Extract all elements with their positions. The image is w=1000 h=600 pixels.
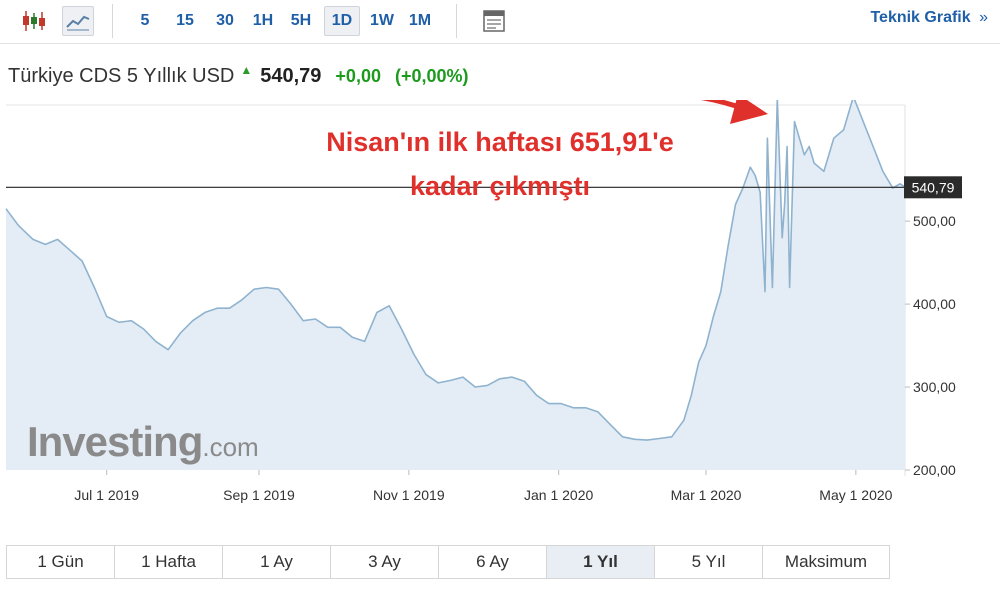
line-chart-icon[interactable]	[62, 6, 94, 36]
toolbar-divider	[112, 4, 113, 38]
range-tab-1-gun[interactable]: 1 Gün	[7, 546, 115, 578]
logo-main: Investing	[27, 418, 203, 465]
x-tick-label: Jan 1 2020	[524, 487, 593, 503]
x-tick-label: Jul 1 2019	[74, 487, 139, 503]
investing-logo: Investing.com	[27, 418, 259, 466]
range-tab-1-yil[interactable]: 1 Yıl	[547, 546, 655, 578]
annotation-line-2: kadar çıkmıştı	[409, 171, 591, 201]
candlestick-icon[interactable]	[18, 6, 50, 36]
range-selector: 1 Gün 1 Hafta 1 Ay 3 Ay 6 Ay 1 Yıl 5 Yıl…	[6, 545, 890, 579]
chart-annotation: Nisan'ın ilk haftası 651,91'e kadar çıkm…	[260, 120, 740, 208]
interval-1d-button[interactable]: 1D	[324, 6, 360, 36]
instrument-header: Türkiye CDS 5 Yıllık USD ▲ 540,79 +0,00 …	[8, 62, 469, 90]
range-tab-5-yil[interactable]: 5 Yıl	[655, 546, 763, 578]
annotation-arrow-icon	[700, 100, 768, 124]
current-value-box	[904, 176, 962, 199]
last-price: 540,79	[260, 64, 322, 87]
y-tick-label: 400,00	[913, 296, 956, 312]
teknik-grafik-label[interactable]: Teknik Grafik	[870, 9, 971, 26]
range-tab-6-ay[interactable]: 6 Ay	[439, 546, 547, 578]
range-tab-3-ay[interactable]: 3 Ay	[331, 546, 439, 578]
chart-toolbar: 5 15 30 1H 5H 1D 1W 1M Teknik Grafik »	[0, 0, 1000, 44]
chevron-right-icon: »	[979, 9, 988, 26]
interval-30-button[interactable]: 30	[216, 12, 234, 29]
logo-suffix: .com	[202, 432, 259, 462]
range-tab-1-hafta[interactable]: 1 Hafta	[115, 546, 223, 578]
x-tick-label: Nov 1 2019	[373, 487, 445, 503]
x-tick-label: May 1 2020	[819, 487, 892, 503]
range-tab-1-ay[interactable]: 1 Ay	[223, 546, 331, 578]
series-area	[6, 100, 905, 470]
y-tick-label: 200,00	[913, 462, 956, 478]
interval-15-button[interactable]: 15	[176, 12, 194, 29]
current-value-label: 540,79	[912, 179, 955, 195]
price-chart[interactable]: 540,79 200,00 300,00 400,00 500,00 Jul 1 2019…	[0, 100, 1000, 520]
x-tick-label: Mar 1 2020	[671, 487, 742, 503]
y-tick-label: 500,00	[913, 213, 956, 229]
arrow-head	[730, 100, 768, 124]
toolbar-divider	[456, 4, 457, 38]
instrument-title: Türkiye CDS 5 Yıllık USD	[8, 64, 235, 87]
interval-1w-button[interactable]: 1W	[370, 12, 394, 29]
up-arrow-icon: ▲	[240, 63, 253, 77]
table-icon[interactable]	[478, 6, 510, 36]
price-change-percent: (+0,00%)	[394, 65, 469, 86]
annotation-line-1: Nisan'ın ilk haftası 651,91'e	[326, 127, 674, 157]
price-change: +0,00	[335, 65, 381, 86]
y-tick-label: 300,00	[913, 379, 956, 395]
range-tab-maksimum[interactable]: Maksimum	[763, 546, 889, 578]
interval-5h-button[interactable]: 5H	[290, 12, 312, 29]
interval-1h-button[interactable]: 1H	[252, 12, 274, 29]
interval-5-button[interactable]: 5	[140, 12, 150, 29]
series-line	[5, 100, 906, 441]
teknik-grafik-link[interactable]: Teknik Grafik »	[870, 9, 988, 27]
interval-1m-button[interactable]: 1M	[408, 12, 432, 29]
x-tick-label: Sep 1 2019	[223, 487, 295, 503]
